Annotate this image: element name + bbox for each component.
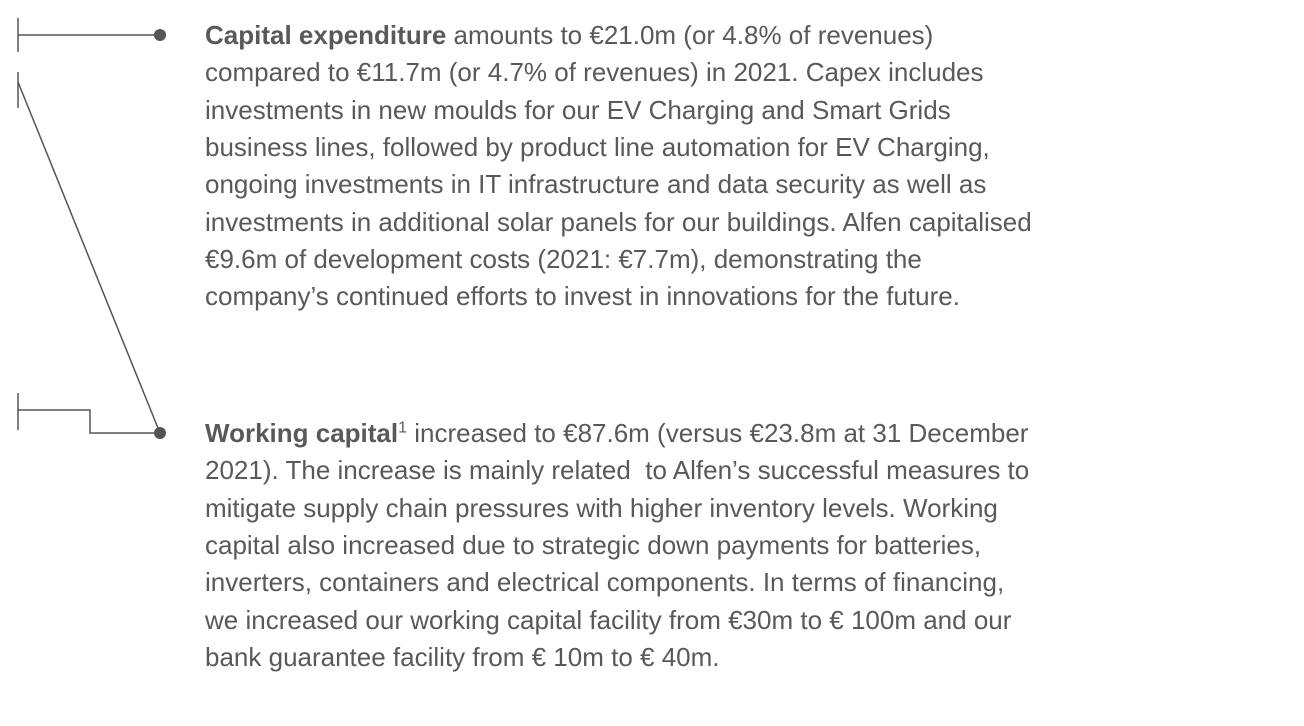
text: capital also increased due to strategic … — [205, 529, 982, 560]
dot — [154, 29, 166, 41]
text-line: Capital expenditure amounts to €21.0m (o… — [205, 17, 933, 54]
connector — [18, 409, 160, 434]
text: amounts to €21.0m (or 4.8% of revenues) — [446, 20, 934, 50]
footnote-mark: 1 — [398, 419, 408, 437]
text: compared to €11.7m (or 4.7% of revenues)… — [205, 57, 984, 88]
text: inverters, containers and electrical com… — [205, 567, 1005, 598]
text: business lines, followed by product line… — [205, 131, 990, 162]
text: increased to €87.6m (versus €23.8m at 31… — [407, 418, 1029, 448]
bold-lead: Capital expenditure — [205, 20, 447, 50]
text-line: 2021). The increase is mainly related to… — [205, 452, 1029, 489]
text: 2021). The increase is mainly related to… — [205, 455, 1030, 486]
bold-lead: Working capital — [205, 418, 399, 448]
text-line: investments in new moulds for our EV Cha… — [205, 92, 951, 129]
text-line: bank guarantee facility from € 10m to € … — [205, 639, 720, 676]
text: investments in new moulds for our EV Cha… — [205, 94, 951, 125]
text-line: we increased our working capital facilit… — [205, 602, 1011, 639]
text: ongoing investments in IT infrastructure… — [205, 169, 987, 200]
text-line: compared to €11.7m (or 4.7% of revenues)… — [205, 54, 984, 91]
connector — [17, 81, 161, 434]
text: we increased our working capital facilit… — [205, 604, 1012, 635]
text-line: business lines, followed by product line… — [205, 129, 990, 166]
text-line: ongoing investments in IT infrastructure… — [205, 166, 986, 203]
dot — [154, 427, 166, 439]
text: company’s continued efforts to invest in… — [205, 281, 960, 312]
text-line: capital also increased due to strategic … — [205, 527, 981, 564]
text: investments in additional solar panels f… — [205, 206, 1032, 237]
text-line: investments in additional solar panels f… — [205, 204, 1032, 241]
text: bank guarantee facility from € 10m to € … — [205, 641, 720, 672]
text-line: €9.6m of development costs (2021: €7.7m)… — [205, 241, 922, 278]
text-line: Working capital1 increased to €87.6m (ve… — [205, 415, 1028, 452]
text-line: mitigate supply chain pressures with hig… — [205, 490, 998, 527]
text: mitigate supply chain pressures with hig… — [205, 492, 998, 523]
text: €9.6m of development costs (2021: €7.7m)… — [205, 243, 922, 274]
text-line: company’s continued efforts to invest in… — [205, 278, 960, 315]
text-line: inverters, containers and electrical com… — [205, 564, 1004, 601]
